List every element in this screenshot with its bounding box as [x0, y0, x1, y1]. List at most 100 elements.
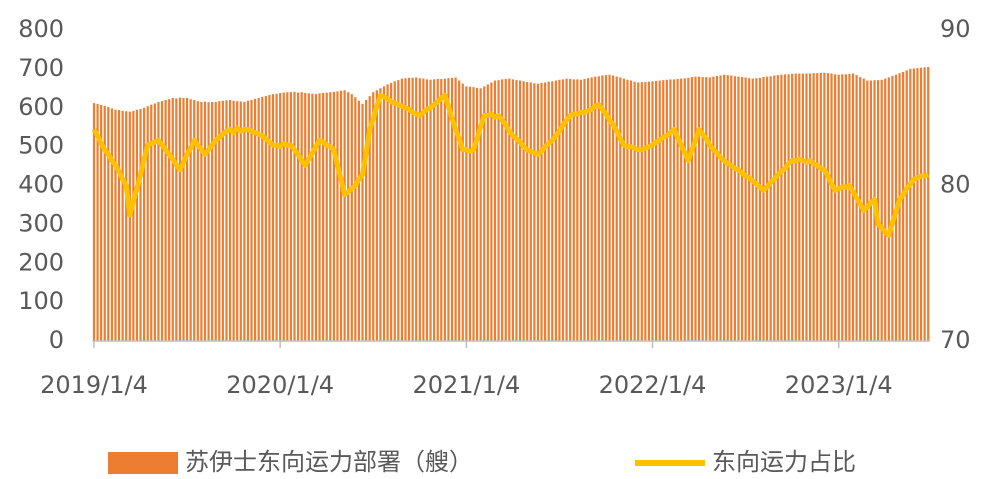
bar: [794, 73, 797, 341]
bar: [282, 92, 285, 342]
y-tick-label: 200: [18, 248, 64, 276]
bar: [135, 109, 139, 341]
bar: [558, 79, 561, 341]
bar: [769, 76, 772, 341]
bar: [243, 101, 246, 341]
bar: [397, 80, 400, 342]
bar: [651, 81, 654, 341]
bar: [246, 100, 250, 341]
bar: [916, 68, 919, 341]
bar: [225, 100, 228, 342]
bar: [844, 74, 847, 341]
bar: [848, 73, 851, 342]
bar: [615, 76, 618, 342]
bar: [776, 75, 779, 341]
bar: [472, 87, 475, 342]
bar: [662, 80, 665, 342]
bar: [536, 83, 540, 342]
bar: [733, 76, 736, 341]
y2-tick-label: 70: [940, 326, 971, 354]
y-tick-label: 500: [18, 132, 64, 160]
bar: [690, 77, 694, 341]
bar: [275, 93, 278, 341]
bar: [912, 68, 915, 341]
bar: [655, 80, 658, 342]
bar: [712, 76, 715, 342]
bar: [554, 80, 557, 341]
bar: [336, 91, 339, 341]
bar: [475, 87, 479, 341]
bar: [486, 84, 489, 342]
bar: [629, 80, 633, 341]
bar: [723, 74, 726, 342]
bar: [783, 74, 787, 341]
bar: [296, 92, 300, 342]
bar: [834, 74, 837, 341]
bar: [508, 78, 511, 341]
bar: [400, 78, 403, 341]
bar: [751, 78, 754, 341]
bar: [279, 92, 282, 341]
bar: [314, 94, 318, 341]
bar: [493, 80, 497, 341]
bar: [518, 80, 522, 341]
bar: [855, 75, 858, 341]
bar: [672, 79, 676, 341]
bar: [114, 109, 117, 341]
y-tick-label: 600: [18, 93, 64, 121]
bar: [307, 93, 310, 342]
bar: [619, 77, 622, 342]
bar: [160, 101, 164, 341]
bar: [644, 82, 647, 341]
bar: [128, 111, 131, 341]
bar: [196, 101, 199, 341]
bar: [866, 80, 869, 341]
bar: [368, 96, 371, 342]
bar: [286, 92, 289, 341]
bar: [422, 78, 425, 341]
bar: [762, 77, 765, 341]
bar: [640, 82, 643, 341]
bar: [576, 79, 579, 341]
x-tick-label: 2021/1/4: [412, 371, 520, 399]
bar: [157, 101, 160, 341]
bar: [823, 72, 826, 341]
bar: [579, 79, 583, 341]
bar: [497, 80, 500, 342]
bar: [268, 94, 271, 341]
bar: [350, 94, 353, 341]
bar: [393, 81, 396, 341]
y2-tick-label: 80: [940, 171, 971, 199]
bar: [572, 79, 575, 341]
bar: [869, 80, 873, 341]
bar: [637, 82, 640, 341]
bar: [468, 86, 472, 341]
bar: [658, 80, 661, 341]
bar: [819, 72, 822, 341]
bar: [705, 77, 708, 341]
bar: [125, 111, 128, 341]
bar: [182, 98, 185, 341]
bar: [522, 81, 525, 341]
bar: [332, 91, 335, 341]
legend-label: 东向运力占比: [712, 448, 856, 476]
bar: [390, 82, 393, 342]
bar: [826, 73, 830, 342]
bar: [436, 78, 439, 342]
bar: [801, 73, 804, 341]
bar: [891, 75, 894, 341]
bar: [289, 92, 293, 341]
bar: [107, 106, 110, 341]
x-tick-label: 2023/1/4: [785, 371, 893, 399]
bar: [92, 103, 96, 342]
bar: [465, 86, 468, 342]
bar: [440, 78, 443, 342]
bar: [221, 100, 224, 341]
bar: [533, 83, 536, 341]
bar: [271, 94, 275, 341]
bar: [683, 78, 686, 341]
bar: [293, 91, 296, 341]
bar: [647, 81, 651, 342]
bar: [669, 79, 672, 341]
